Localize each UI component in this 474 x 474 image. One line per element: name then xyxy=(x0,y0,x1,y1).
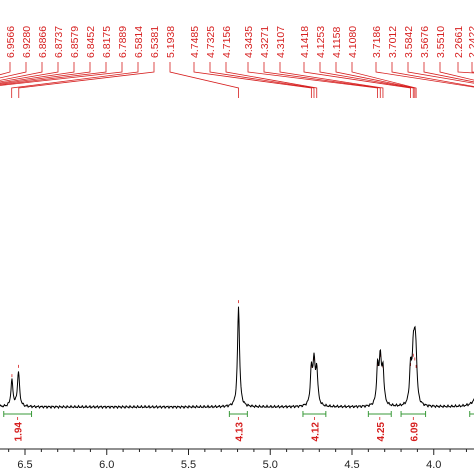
peak-leader-line xyxy=(247,62,378,98)
peak-leader-line xyxy=(391,62,474,87)
integral-bracket xyxy=(3,411,33,420)
peak-label: 6.8452 xyxy=(85,26,97,58)
peak-label: 6.7889 xyxy=(117,26,129,58)
peak-leader-line xyxy=(457,62,474,74)
peak-leader-line xyxy=(0,62,75,84)
peak-label: 2.2661 xyxy=(453,26,465,58)
peak-label: 6.8579 xyxy=(69,26,81,58)
peak-leader-line xyxy=(407,62,474,84)
integral-label: 4.25 xyxy=(376,422,387,442)
peak-annotation-lines xyxy=(0,62,474,98)
peak-leader-line xyxy=(335,62,416,98)
peak-leader-line xyxy=(0,62,107,86)
peak-label: 3.5510 xyxy=(435,26,447,58)
integral-label: 4.12 xyxy=(310,422,321,442)
peak-label: 6.8175 xyxy=(101,26,113,58)
peak-leader-line xyxy=(0,62,11,76)
peak-label: 3.5842 xyxy=(403,26,415,58)
integral-label: 4.13 xyxy=(234,422,245,442)
peak-label: 4.1080 xyxy=(347,26,359,58)
x-tick-label: 5.5 xyxy=(181,459,196,471)
peak-leader-line xyxy=(0,62,27,79)
peak-leader-line xyxy=(351,62,417,98)
spectrum-trace xyxy=(0,306,474,410)
peak-label: 6.8866 xyxy=(37,26,49,58)
peak-label: 4.3271 xyxy=(259,26,271,58)
peak-label: 4.1253 xyxy=(315,26,327,58)
x-tick-label: 4.0 xyxy=(426,459,441,471)
peak-leader-line xyxy=(169,62,239,98)
peak-leader-line xyxy=(209,62,315,98)
peak-leader-line xyxy=(279,62,384,98)
peak-leader-line xyxy=(225,62,318,98)
x-tick-label: 6.5 xyxy=(17,459,32,471)
x-tick-label: 5.0 xyxy=(263,459,278,471)
peak-leader-line xyxy=(11,62,139,98)
peak-label: 4.1418 xyxy=(299,26,311,58)
peak-leader-line xyxy=(0,62,59,83)
peak-leader-line xyxy=(0,62,123,86)
peak-label: 6.8737 xyxy=(53,26,65,58)
x-tick-label: 6.0 xyxy=(99,459,114,471)
peak-leader-line xyxy=(193,62,312,98)
peak-leader-line xyxy=(471,62,474,73)
peak-top-markers xyxy=(11,300,417,378)
peak-leader-line xyxy=(263,62,381,98)
integral-bracket xyxy=(302,411,327,420)
peak-label: 2.2422 xyxy=(467,26,474,58)
x-axis-ticks xyxy=(8,449,467,455)
peak-leader-line xyxy=(0,62,43,81)
peak-label: 6.9566 xyxy=(5,26,17,58)
peak-leader-line xyxy=(0,62,91,85)
peak-label: 7.2008 xyxy=(0,26,3,58)
integral-bracket xyxy=(228,411,248,420)
peak-label: 3.5676 xyxy=(419,26,431,58)
peak-leader-line xyxy=(423,62,474,83)
integral-bracket xyxy=(400,411,427,420)
peak-label: 4.7485 xyxy=(189,26,201,58)
integral-labels: 1.280.991.944.134.124.256.0912.241.916.1… xyxy=(14,422,421,442)
peak-label: 4.1158 xyxy=(331,27,343,58)
integral-bracket xyxy=(469,411,474,417)
peak-label: 6.5814 xyxy=(133,26,145,58)
peak-label: 4.3107 xyxy=(275,26,287,58)
peak-label: 6.5381 xyxy=(149,26,161,58)
peak-annotation-labels: 7.2008 6.9566 6.9280 6.8866 6.8737 6.8579 6.84… xyxy=(0,26,474,58)
peak-label: 4.3435 xyxy=(243,26,255,58)
peak-label: 4.7325 xyxy=(205,26,217,58)
integral-label: 1.94 xyxy=(14,422,25,442)
peak-leader-line xyxy=(18,62,155,98)
peak-leader-line xyxy=(303,62,411,98)
peak-label: 3.7186 xyxy=(371,26,383,58)
peak-label: 5.1938 xyxy=(165,26,177,58)
peak-leader-line xyxy=(319,62,414,98)
x-axis-tick-labels: 6.56.05.55.04.54.03.53.02.52.01.5 xyxy=(17,459,441,471)
peak-label: 6.9280 xyxy=(21,26,33,58)
peak-leader-line xyxy=(375,62,474,88)
integral-brackets xyxy=(3,411,474,420)
integral-label: 6.09 xyxy=(409,422,420,442)
integral-bracket xyxy=(367,411,392,420)
x-tick-label: 4.5 xyxy=(344,459,359,471)
peak-label: 3.7012 xyxy=(387,26,399,58)
peak-label: 4.7156 xyxy=(221,26,233,58)
